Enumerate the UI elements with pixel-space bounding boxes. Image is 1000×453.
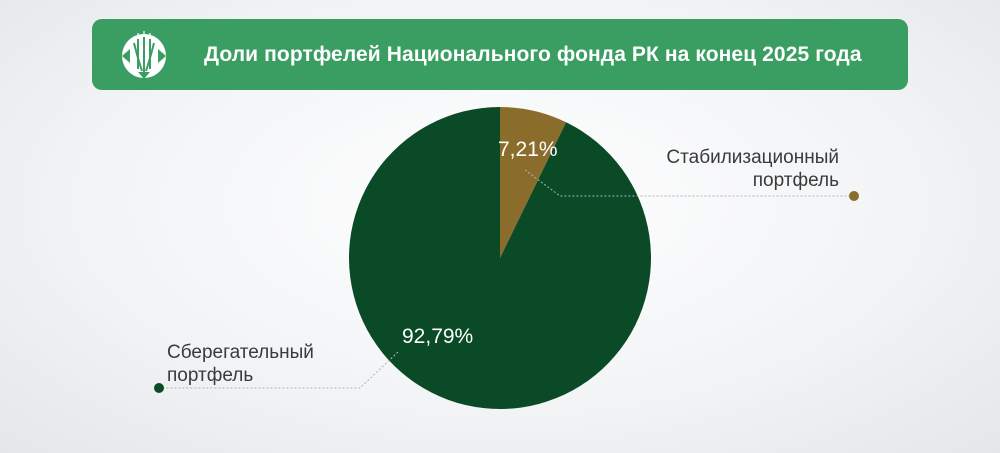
label-line: портфель (167, 365, 254, 386)
legend-marker-stabilization (849, 191, 859, 201)
emblem-logo-icon (122, 31, 166, 79)
pie-slice-1 (349, 107, 651, 409)
leader-line-savings (160, 351, 399, 389)
data-label-savings: 92,79% (402, 325, 473, 348)
label-line: Стабилизационный (666, 147, 839, 168)
title-banner: Доли портфелей Национального фонда РК на… (92, 19, 908, 90)
data-label-stabilization: 7,21% (498, 138, 558, 161)
chart-title: Доли портфелей Национального фонда РК на… (204, 43, 862, 66)
label-line: Сберегательный (167, 342, 314, 363)
legend-label-stabilization: Стабилизационный портфель (659, 146, 839, 192)
legend-label-savings: Сберегательный портфель (167, 341, 314, 387)
pie-slice-0 (500, 107, 567, 258)
legend-marker-savings (154, 383, 164, 393)
label-line: портфель (752, 170, 839, 191)
